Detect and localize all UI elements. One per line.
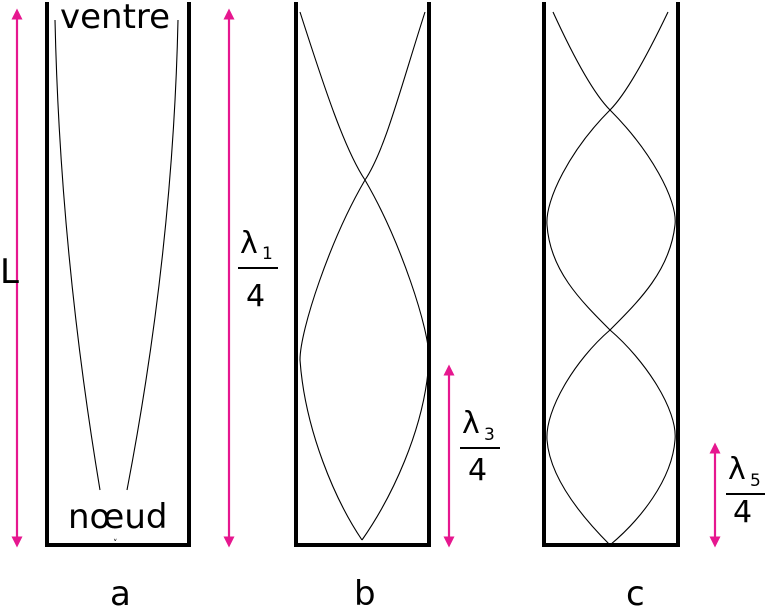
tube-c-label: c (626, 574, 645, 610)
lambda3-symbol: λ (462, 406, 480, 441)
tube-b (294, 2, 431, 547)
node-mark: ˅ (113, 539, 118, 549)
tube-a-wave-left (54, 19, 101, 491)
tube-a-label: a (110, 574, 131, 610)
tube-b-wave-1 (299, 11, 430, 541)
tube-c-outline (542, 2, 680, 547)
tube-b-label: b (354, 574, 376, 610)
fraction-lambda5-over-4: λ 5 4 (726, 452, 765, 530)
tube-c-wave-1 (546, 11, 676, 546)
tube-a-wave-right (126, 19, 179, 491)
tube-a: ventre nœud ˅ (45, 0, 191, 549)
lambda3-subscript: 3 (484, 425, 495, 445)
lambda1-subscript: 1 (262, 244, 273, 264)
lambda5-denominator: 4 (733, 495, 752, 530)
tube-b-outline (294, 2, 431, 547)
lambda1-symbol: λ (240, 226, 258, 261)
fraction-lambda1-over-4: λ 1 4 (238, 226, 278, 314)
fraction-lambda3-over-4: λ 3 4 (460, 406, 500, 488)
tube-a-outline (45, 2, 191, 547)
tube-c-wave-2 (546, 11, 676, 546)
antinode-label: ventre (60, 0, 170, 37)
lambda3-denominator: 4 (468, 453, 487, 488)
lambda5-subscript: 5 (750, 471, 761, 491)
length-label: L (0, 252, 19, 292)
tube-b-wave-2 (299, 11, 426, 541)
node-label: nœud (68, 497, 167, 537)
lambda5-symbol: λ (728, 452, 746, 487)
lambda1-denominator: 4 (246, 279, 265, 314)
tube-c (542, 2, 680, 547)
